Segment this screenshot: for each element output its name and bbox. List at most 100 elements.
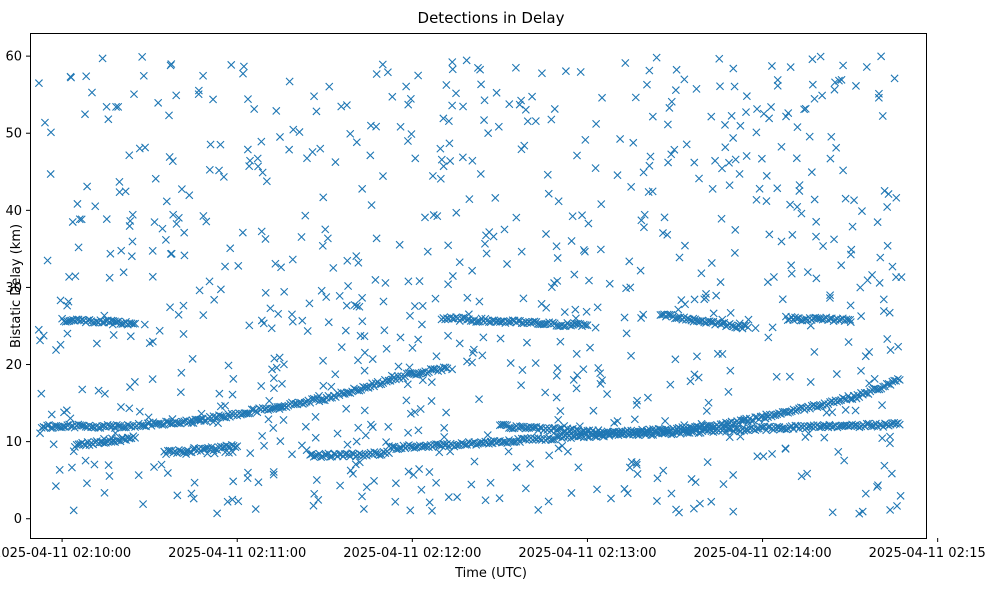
data-point xyxy=(795,186,804,195)
data-point xyxy=(554,444,563,453)
data-point xyxy=(521,105,530,114)
data-point xyxy=(573,371,582,380)
data-point xyxy=(227,60,236,69)
data-point xyxy=(402,396,411,405)
data-point xyxy=(642,80,651,89)
data-point xyxy=(135,407,144,416)
data-point xyxy=(603,390,612,398)
data-point xyxy=(417,485,426,494)
data-point xyxy=(67,463,76,472)
data-point xyxy=(544,497,553,506)
data-point xyxy=(591,323,600,332)
data-point xyxy=(689,504,698,513)
data-point xyxy=(659,466,668,475)
data-point xyxy=(481,496,490,505)
data-point xyxy=(857,312,866,321)
data-point xyxy=(406,506,415,515)
data-point xyxy=(116,319,125,328)
data-point xyxy=(781,444,790,453)
data-point xyxy=(258,168,267,177)
data-point xyxy=(233,442,242,451)
data-point xyxy=(444,331,453,340)
data-point xyxy=(342,301,351,310)
data-point xyxy=(598,93,607,102)
data-point xyxy=(116,402,125,411)
x-tick-label: 2025-04-11 02:13:00 xyxy=(518,546,656,561)
data-point xyxy=(139,71,148,80)
data-point xyxy=(591,164,600,173)
data-point xyxy=(74,243,83,252)
data-point xyxy=(681,425,690,434)
data-point xyxy=(43,421,52,430)
data-point xyxy=(379,297,388,306)
data-point xyxy=(425,498,434,507)
data-point xyxy=(382,438,391,447)
data-point xyxy=(839,61,848,70)
data-point xyxy=(857,207,866,216)
data-point xyxy=(883,335,892,344)
data-point xyxy=(416,405,425,413)
data-point xyxy=(663,230,672,239)
data-point xyxy=(421,213,429,222)
data-point xyxy=(368,355,377,364)
data-point xyxy=(500,225,509,234)
data-point xyxy=(851,81,860,90)
data-point xyxy=(727,111,736,120)
data-point xyxy=(517,247,526,256)
data-point xyxy=(272,363,281,372)
data-point xyxy=(280,287,289,296)
data-point xyxy=(316,144,325,153)
data-point xyxy=(729,133,738,142)
data-point xyxy=(216,140,225,149)
data-point xyxy=(492,88,501,97)
data-point xyxy=(312,476,321,484)
data-point xyxy=(674,305,683,314)
data-point xyxy=(287,310,296,319)
data-point xyxy=(350,300,359,309)
data-point xyxy=(448,101,457,110)
data-point xyxy=(752,128,761,137)
data-point xyxy=(801,104,810,113)
data-point xyxy=(620,484,629,493)
data-point xyxy=(105,472,114,480)
data-point xyxy=(279,360,288,369)
data-point xyxy=(851,406,860,415)
data-point xyxy=(406,311,414,320)
data-point xyxy=(718,164,726,173)
data-point xyxy=(336,481,345,490)
data-point xyxy=(717,214,726,223)
data-point xyxy=(92,339,101,348)
data-point xyxy=(319,381,328,390)
data-point xyxy=(844,315,853,324)
data-point xyxy=(832,370,841,379)
data-point xyxy=(172,219,181,228)
data-point xyxy=(690,370,699,379)
y-axis-label: Bistatic Delay (km) xyxy=(9,224,24,348)
data-point xyxy=(682,140,691,149)
data-point xyxy=(703,458,712,467)
data-point xyxy=(757,154,766,163)
data-point xyxy=(826,154,835,163)
data-point xyxy=(253,408,262,417)
data-point xyxy=(318,395,327,404)
data-point xyxy=(341,326,350,335)
data-point xyxy=(289,125,298,134)
data-point xyxy=(359,504,368,513)
data-point xyxy=(337,343,346,352)
data-point xyxy=(94,386,103,395)
data-point xyxy=(265,396,274,405)
data-point xyxy=(46,170,55,179)
data-point xyxy=(712,291,721,300)
data-point xyxy=(459,313,468,322)
data-point xyxy=(34,325,43,334)
data-point xyxy=(686,377,695,386)
data-point xyxy=(878,401,887,410)
data-point xyxy=(346,129,355,138)
data-point xyxy=(98,54,107,63)
data-point xyxy=(637,313,646,322)
data-point xyxy=(793,202,802,211)
data-point xyxy=(702,406,711,415)
data-point xyxy=(885,308,894,317)
data-point xyxy=(435,448,444,457)
data-point xyxy=(476,169,485,178)
